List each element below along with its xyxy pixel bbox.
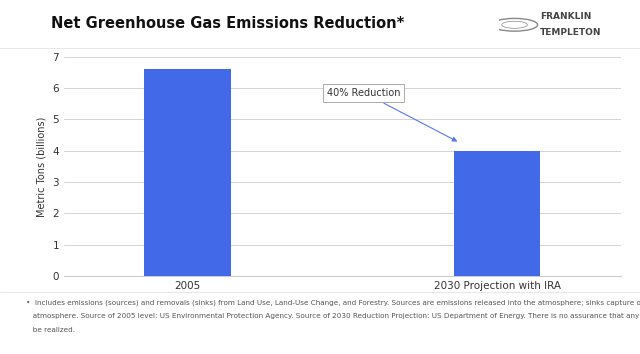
Text: 40% Reduction: 40% Reduction — [327, 88, 456, 141]
Text: be realized.: be realized. — [26, 327, 75, 333]
Text: TEMPLETON: TEMPLETON — [540, 28, 602, 37]
Text: Net Greenhouse Gas Emissions Reduction*: Net Greenhouse Gas Emissions Reduction* — [51, 16, 404, 31]
Text: •  Includes emissions (sources) and removals (sinks) from Land Use, Land-Use Cha: • Includes emissions (sources) and remov… — [26, 299, 640, 306]
Bar — [454, 151, 540, 276]
Text: FRANKLIN: FRANKLIN — [540, 12, 591, 22]
Bar — [145, 69, 231, 276]
Text: atmosphere. Source of 2005 level: US Environmental Protection Agency. Source of : atmosphere. Source of 2005 level: US Env… — [26, 313, 640, 319]
Y-axis label: Metric Tons (billions): Metric Tons (billions) — [37, 116, 47, 217]
